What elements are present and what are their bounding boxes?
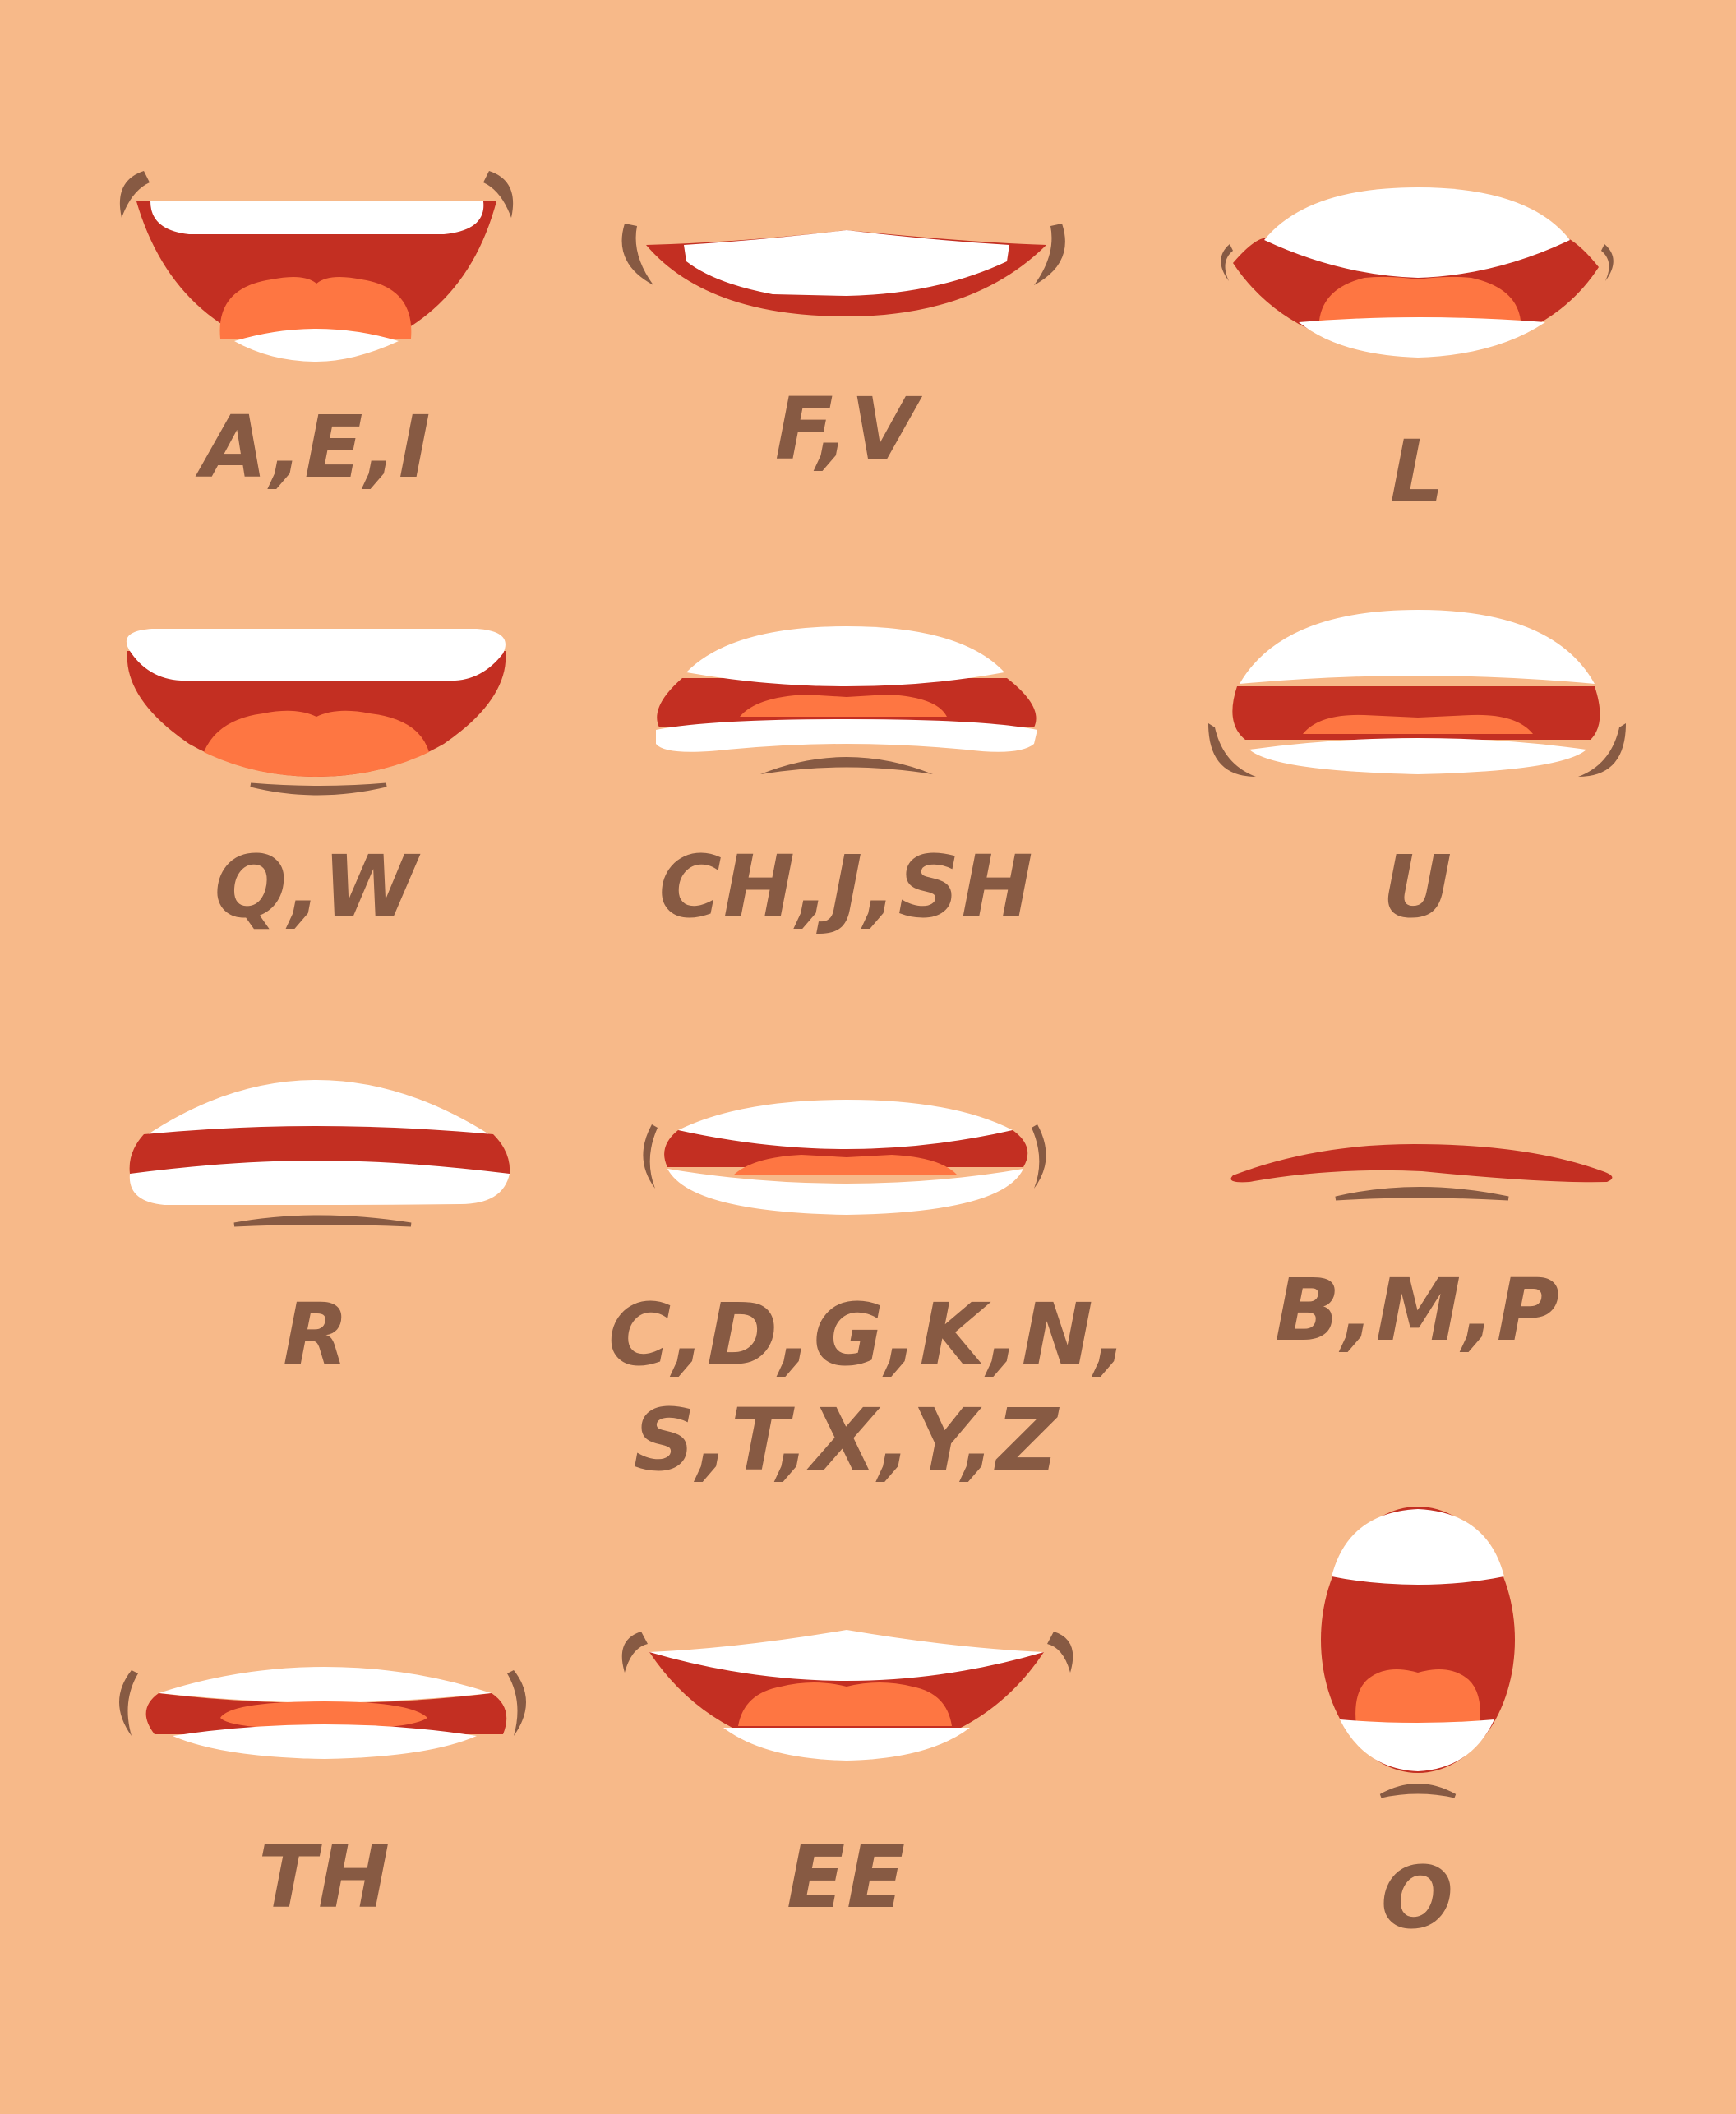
viseme-label-ch-j-sh: CH,J,SH [658, 837, 1035, 937]
mouth-l-1 [1221, 187, 1614, 358]
mouth-cdgkn [643, 1100, 1046, 1215]
viseme-label-r: R [282, 1285, 351, 1385]
mouth-r [129, 1080, 510, 1227]
mouth-o [1321, 1507, 1515, 1798]
mouth-u [1208, 610, 1626, 777]
viseme-label-o: O [1380, 1848, 1456, 1948]
mouth-a-e-i [119, 171, 514, 362]
viseme-label-l-1: L [1389, 422, 1447, 522]
mouth-b-m-p [1230, 1144, 1613, 1201]
mouth-f-v [621, 224, 1065, 316]
viseme-label-cdgkn: C,D,G,K,N, S,T,X,Y,Z [608, 1285, 1129, 1490]
mouth-th [119, 1667, 526, 1759]
viseme-label-a-e-i: A,E,I [201, 397, 432, 497]
mouth-ee [621, 1630, 1073, 1761]
viseme-label-ee: EE [786, 1827, 907, 1927]
viseme-label-u: U [1382, 837, 1454, 937]
viseme-label-b-m-p: B,M,P [1275, 1260, 1561, 1360]
mouth-q-w [126, 629, 506, 796]
viseme-label-q-w: Q,W [214, 837, 419, 937]
mouth-ch-j-sh [656, 626, 1037, 774]
viseme-label-f-v: F,V [774, 379, 919, 479]
viseme-label-th: TH [258, 1827, 391, 1927]
